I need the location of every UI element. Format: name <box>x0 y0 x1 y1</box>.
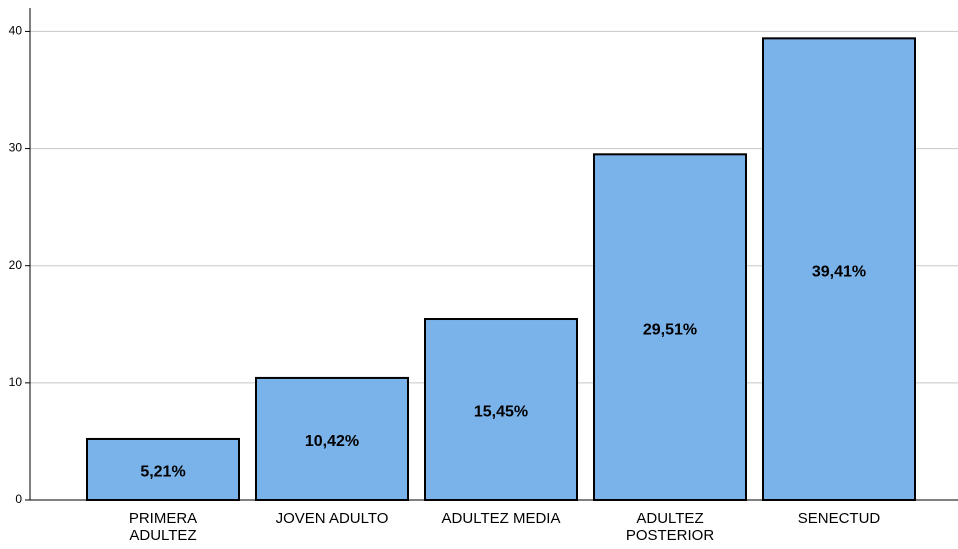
value-label: 10,42% <box>305 433 359 450</box>
bar <box>762 37 916 502</box>
value-label: 15,45% <box>474 404 528 421</box>
x-tick-label: SENECTUD <box>797 510 881 527</box>
value-label: 5,21% <box>140 464 185 481</box>
value-label: 39,41% <box>812 263 866 280</box>
y-tick-label: 10 <box>9 375 23 389</box>
y-tick-label: 40 <box>9 24 23 38</box>
y-tick-label: 20 <box>9 258 23 272</box>
bar <box>424 318 578 501</box>
x-tick-label: JOVEN ADULTO <box>275 510 389 527</box>
x-tick-label: ADULTEZ MEDIA <box>441 510 561 527</box>
bar <box>593 153 747 501</box>
x-tick-label: PRIMERA ADULTEZ <box>128 510 198 544</box>
bar <box>86 437 240 501</box>
value-label: 29,51% <box>643 321 697 338</box>
x-tick-label: ADULTEZ POSTERIOR <box>625 510 715 544</box>
y-tick-label: 30 <box>9 141 23 155</box>
bar <box>255 376 409 501</box>
y-tick-label: 0 <box>15 492 22 506</box>
